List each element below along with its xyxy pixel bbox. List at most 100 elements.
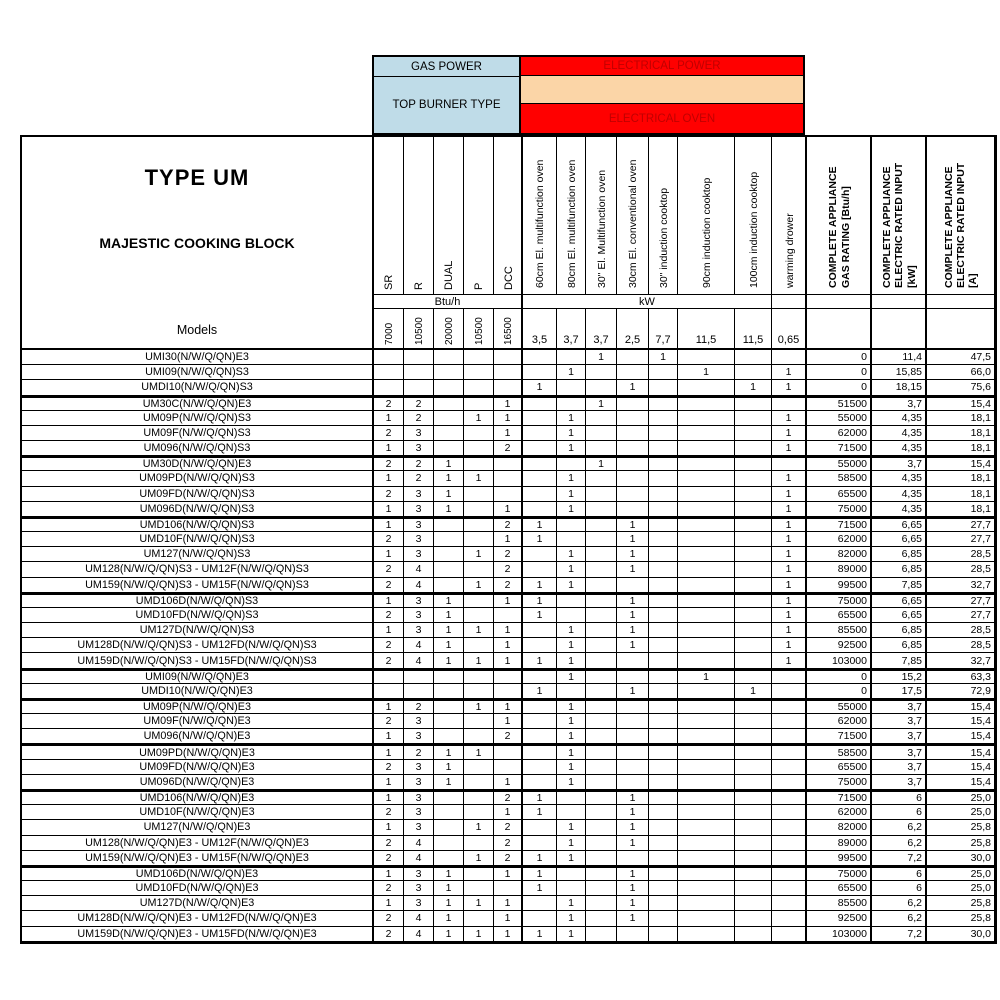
electrical-oven-header: ELECTRICAL OVEN [521, 104, 803, 133]
model-cell: UM096D(N/W/Q/QN)E3 [22, 774, 374, 790]
count-cell [735, 759, 772, 775]
count-cell: 1 [494, 638, 523, 654]
count-cell: 1 [772, 562, 807, 578]
count-cell [586, 380, 617, 396]
count-cell: 1 [735, 380, 772, 396]
count-cell [494, 380, 523, 396]
electrical-column-header: 80cm El. multifunction oven [557, 137, 586, 295]
count-cell: 1 [586, 395, 617, 411]
count-cell [617, 395, 649, 411]
count-cell: 1 [617, 638, 649, 654]
count-cell [523, 835, 557, 851]
count-cell: 3 [404, 896, 434, 912]
count-cell [617, 759, 649, 775]
total-value-cell: 4,35 [872, 441, 927, 457]
count-cell [434, 395, 464, 411]
electrical-column-header: warming drower [772, 137, 807, 295]
total-value-cell: 3,7 [872, 759, 927, 775]
count-cell [617, 501, 649, 517]
count-cell: 1 [523, 380, 557, 396]
count-cell: 1 [523, 577, 557, 593]
count-cell [735, 789, 772, 806]
count-cell: 1 [678, 668, 735, 684]
total-value-cell: 58500 [807, 744, 872, 760]
count-cell [434, 789, 464, 806]
electrical-kw-rating-cell: 3,7 [557, 309, 586, 350]
count-cell [649, 456, 678, 472]
total-value-cell: 89000 [807, 562, 872, 578]
count-cell [557, 865, 586, 882]
count-cell [434, 441, 464, 457]
count-cell: 1 [617, 516, 649, 533]
count-cell [523, 911, 557, 927]
total-value-cell: 3,7 [872, 729, 927, 745]
count-cell [523, 714, 557, 730]
count-cell [678, 805, 735, 821]
gas-btu-rating: 10500 [413, 317, 425, 345]
count-cell [735, 501, 772, 517]
total-value-cell: 103000 [807, 653, 872, 669]
count-cell [586, 623, 617, 639]
count-cell [678, 486, 735, 502]
model-cell: UM09F(N/W/Q/QN)S3 [22, 425, 374, 442]
count-cell: 3 [404, 789, 434, 806]
count-cell: 1 [772, 532, 807, 548]
total-column-label: COMPLETE APPLIANCE ELECTRIC RATED INPUT [A… [942, 162, 980, 288]
count-cell: 1 [557, 653, 586, 669]
electrical-header-box: ELECTRICAL POWER ELECTRICAL OVEN [519, 55, 805, 135]
count-cell [494, 486, 523, 502]
count-cell [649, 547, 678, 563]
gas-btu-rating-cell: 7000 [374, 309, 404, 350]
count-cell: 2 [374, 759, 404, 775]
count-cell [678, 896, 735, 912]
count-cell: 1 [374, 744, 404, 760]
count-cell [649, 638, 678, 654]
count-cell: 1 [772, 547, 807, 563]
total-column-header: COMPLETE APPLIANCE GAS RATING [Btu/h] [807, 137, 872, 295]
count-cell [649, 577, 678, 593]
count-cell [678, 744, 735, 760]
electrical-column-header: 30" induction cooktop [649, 137, 678, 295]
count-cell [434, 805, 464, 821]
count-cell [649, 835, 678, 851]
count-cell [649, 486, 678, 502]
count-cell [586, 410, 617, 426]
model-cell: UMD106(N/W/Q/QN)E3 [22, 789, 374, 806]
count-cell [649, 774, 678, 790]
count-cell [586, 577, 617, 593]
total-value-cell: 28,5 [927, 623, 995, 639]
count-cell [404, 683, 434, 699]
total-value-cell: 6,85 [872, 547, 927, 563]
total-value-cell: 3,7 [872, 774, 927, 790]
count-cell [735, 623, 772, 639]
model-cell: UMDI10(N/W/Q/QN)S3 [22, 380, 374, 396]
count-cell [434, 729, 464, 745]
count-cell [464, 365, 494, 381]
count-cell: 1 [494, 911, 523, 927]
gas-column-label: DCC [502, 266, 515, 290]
count-cell [523, 365, 557, 381]
count-cell: 2 [494, 562, 523, 578]
model-cell: UM09F(N/W/Q/QN)E3 [22, 714, 374, 730]
count-cell: 1 [374, 820, 404, 836]
count-cell: 1 [434, 926, 464, 942]
count-cell [586, 532, 617, 548]
count-cell [586, 592, 617, 608]
count-cell [434, 547, 464, 563]
total-value-cell: 6 [872, 805, 927, 821]
total-value-cell: 6,2 [872, 820, 927, 836]
count-cell: 1 [374, 729, 404, 745]
count-cell: 3 [404, 607, 434, 624]
count-cell: 1 [557, 486, 586, 502]
count-cell: 3 [404, 774, 434, 790]
total-value-cell: 62000 [807, 714, 872, 730]
count-cell [649, 410, 678, 426]
gas-column-label: P [473, 282, 485, 290]
model-cell: UM09FD(N/W/Q/QN)S3 [22, 486, 374, 502]
count-cell [649, 759, 678, 775]
count-cell [557, 456, 586, 472]
count-cell: 1 [617, 896, 649, 912]
total-value-cell: 75000 [807, 774, 872, 790]
count-cell [404, 365, 434, 381]
total-value-cell: 6,65 [872, 607, 927, 624]
